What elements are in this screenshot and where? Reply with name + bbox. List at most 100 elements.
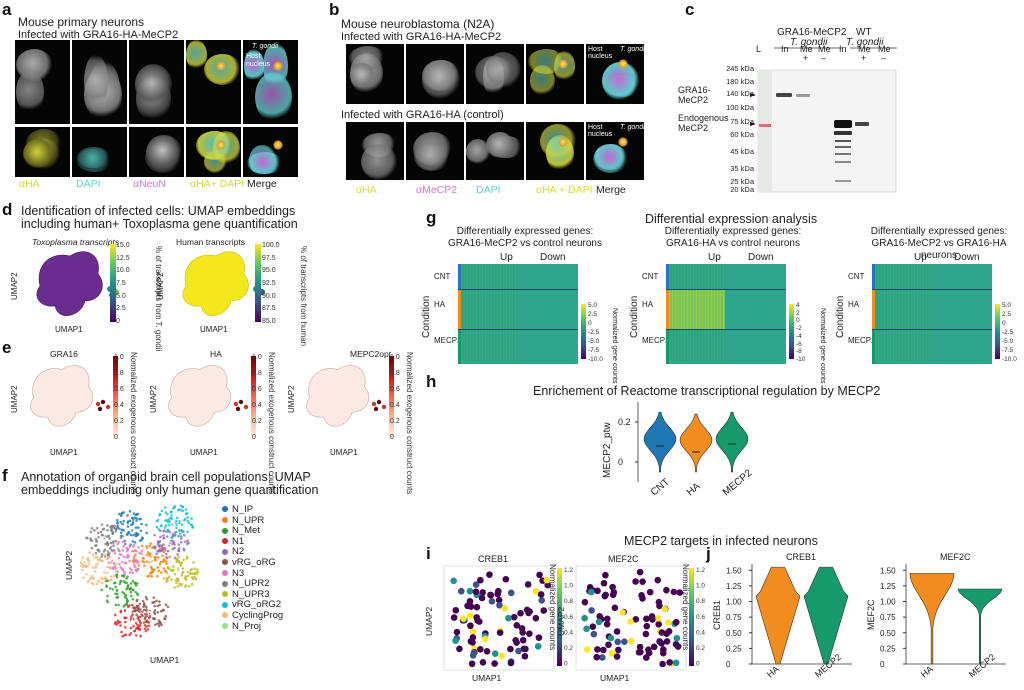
umap-cell [126,605,130,609]
panel-a-subtitle: Infected with GRA16-HA-MeCP2 [18,29,179,41]
panel-d-title-2: including human+ Toxoplasma gene quantif… [21,217,298,231]
legend-item: vRG_oRG2 [222,599,281,610]
umap-cell [134,526,138,529]
umap-cell [544,581,552,589]
cluster-number: 3 [117,585,122,595]
umap-cell [174,578,178,582]
umap-cell [81,576,85,580]
umap-cell [126,584,130,587]
umap-cell [126,556,129,559]
legend-swatch [222,527,228,534]
umap-cell [103,548,107,552]
umap-cell [169,541,172,545]
umap-cell [109,541,113,545]
heatmap-cb-tick: -7.5 [1002,347,1014,354]
panel-d-umaps [36,244,265,322]
umap-cell [106,528,109,532]
colorbar-tick: 0.6 [252,386,262,393]
umap-cell [142,557,145,560]
umap-cell [124,561,127,565]
umap-cell [164,552,168,556]
colorbar-tick: 0.6 [114,386,124,393]
umap-cell [158,603,161,607]
umap-cell [165,562,168,566]
colorbar-tick: 100.0 [262,242,280,249]
umap-cell [173,504,176,508]
heatmap-up-block [875,264,931,364]
umap-cell [179,584,183,587]
umap-cell [123,609,127,612]
umap-positive-cell [235,406,241,412]
umap-cell [584,646,591,653]
umap-cell [450,577,457,585]
umap-cell [521,652,529,660]
colorbar-tick: 0.4 [114,402,124,409]
heatmap-up: Up [708,252,721,263]
umap-cell [119,566,123,569]
umap-cell [137,533,140,536]
umap-cell [632,578,639,585]
umap-cell [134,634,138,637]
umap-cell [464,602,471,610]
umap-cell [89,539,93,542]
panel-f-xlabel: UMAP1 [150,655,180,665]
umap-cell [139,634,142,638]
umap-cell [498,652,505,660]
legend-swatch [222,623,228,630]
panel-a-micrographs [15,40,298,186]
umap-cell [131,610,135,613]
umap-cell [100,553,104,556]
legend-item: N1 [222,536,244,547]
umap-cell [501,605,508,612]
micrograph-tile [243,127,298,177]
umap-cell [119,624,122,627]
umap-cell [456,645,463,653]
umap-cell [110,524,113,528]
panel-d-sub2: Human transcripts [176,237,245,247]
panel-d-ylabel-1: UMAP2 [10,272,19,300]
panel-e-cb3-label: Normalized exogenous construct counts [405,352,414,495]
umap-cell [115,573,118,577]
heatmap-row-label: MECP2 [434,336,462,345]
umap-cell [135,599,139,603]
umap-cell [116,526,119,529]
umap-cell [81,565,85,568]
umap-cell [106,594,109,598]
panel-j-violins: CREB1 1.50 1.25 1.00 0.75 0.50 0.25 0 CREB1 HA MEC… [712,552,1006,680]
umap-cell [481,635,489,643]
umap-cell [173,543,176,546]
umap-cell [90,546,94,550]
umap-cell [111,531,115,534]
umap-cell [129,586,133,590]
umap-cell [170,536,174,540]
umap-cell [108,579,112,582]
violin-xtick-label: HA [919,664,935,680]
cell-blob [592,144,629,174]
umap-cell [608,650,616,657]
cell-blob [254,72,292,123]
umap-cell [472,588,480,596]
heatmap-cb-tick: -8 [796,348,802,356]
umap-cell [95,544,98,547]
lane-label: Me [800,44,813,54]
umap-cell [600,579,608,587]
umap-positive-cell [105,404,111,410]
umap-cell [160,509,164,513]
umap-cell [101,533,105,537]
umap-cell [659,660,666,668]
colorbar-tick: 87.5 [262,305,276,313]
umap-cell [119,580,122,584]
heatmap-cb-tick: -10.0 [1002,356,1017,363]
micrograph-tile [15,127,70,177]
umap-cell [467,622,474,630]
umap-cell [518,625,526,632]
umap-cell [532,588,540,595]
panel-j-label: j [706,544,711,563]
umap-cell [175,516,179,520]
panel-i-label: i [426,544,431,563]
umap-cell [522,645,529,653]
panel-b-subtitle-2: Infected with GRA16-HA (control) [341,109,504,121]
umap-cell [115,623,119,626]
channel-label: αHA + DAPI [536,184,593,196]
umap-cell [178,529,181,532]
